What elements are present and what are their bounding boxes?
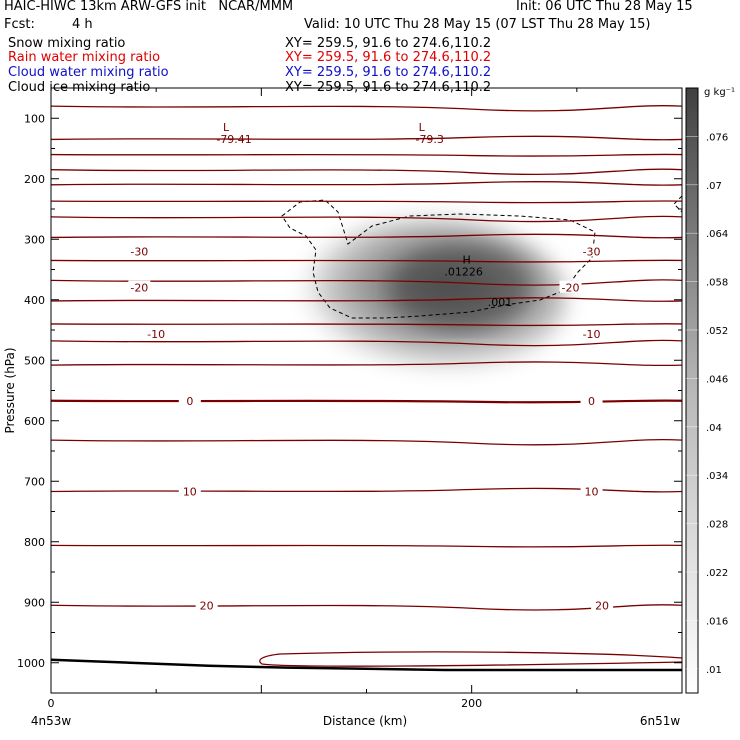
isotherm-label: -10 bbox=[583, 328, 601, 341]
plot-frame bbox=[50, 87, 683, 694]
isotherm-line bbox=[51, 487, 682, 493]
forecast-value: 4 h bbox=[72, 17, 93, 32]
snow-shading-core bbox=[391, 245, 532, 330]
chart-title: HAIC-HIWC 13km ARW-GFS init NCAR/MMM bbox=[4, 0, 294, 14]
isotherm-label: -10 bbox=[147, 328, 165, 341]
endpoint-left: 4n53w bbox=[31, 714, 72, 728]
isotherm-label: 10 bbox=[183, 486, 197, 499]
colorbar-unit: g kg⁻¹ bbox=[704, 87, 735, 98]
x-tick-label: 0 bbox=[48, 697, 55, 710]
colorbar-tick-label: .052 bbox=[706, 326, 728, 337]
colorbar-tick-label: .076 bbox=[706, 132, 728, 143]
isotherm-label-bg bbox=[580, 244, 603, 257]
isotherm-line bbox=[51, 168, 682, 176]
field-xy-cloud-water: XY= 259.5, 91.6 to 274.6,110.2 bbox=[285, 65, 492, 80]
endpoint-right: 6n51w bbox=[640, 714, 681, 728]
colorbar-tick-label: .046 bbox=[706, 374, 728, 385]
y-tick-label: 800 bbox=[24, 536, 45, 549]
x-tick-label: 200 bbox=[461, 697, 482, 710]
isotherm-line bbox=[51, 153, 682, 157]
isotherm-label: -20 bbox=[562, 282, 580, 295]
y-axis-label: Pressure (hPa) bbox=[3, 347, 17, 433]
isotherm-label-bg bbox=[580, 393, 603, 406]
temperature-low-letter: L bbox=[223, 121, 230, 134]
isotherm-label-bg bbox=[178, 393, 201, 406]
colorbar-tick-label: .022 bbox=[706, 568, 728, 579]
y-tick-label: 600 bbox=[24, 415, 45, 428]
x-axis-label: Distance (km) bbox=[323, 714, 407, 728]
y-tick-label: 400 bbox=[24, 294, 45, 307]
isotherm-label-bg bbox=[559, 280, 582, 293]
colorbar bbox=[685, 87, 699, 694]
isotherm-loop bbox=[259, 651, 682, 667]
isotherm-line bbox=[51, 200, 682, 204]
colorbar-tick-label: .04 bbox=[706, 423, 722, 434]
cloud-ice-edge-contour bbox=[673, 195, 682, 213]
isotherm-line bbox=[51, 438, 682, 446]
field-xy-snow: XY= 259.5, 91.6 to 274.6,110.2 bbox=[285, 36, 492, 51]
isotherm-line bbox=[51, 399, 682, 404]
isotherm-label: -30 bbox=[130, 245, 148, 258]
y-tick-label: 1000 bbox=[17, 657, 45, 670]
isotherm-line bbox=[51, 544, 682, 548]
colorbar-tick-label: .07 bbox=[706, 181, 722, 192]
y-tick-label: 300 bbox=[24, 233, 45, 246]
field-name-rain: Rain water mixing ratio bbox=[8, 50, 161, 65]
temperature-low-letter: L bbox=[419, 121, 426, 134]
isotherm-label-bg bbox=[195, 598, 218, 611]
isotherm-line bbox=[51, 279, 682, 286]
y-tick-label: 200 bbox=[24, 173, 45, 186]
snow-max-value: .01226 bbox=[444, 266, 483, 279]
isotherm-label: 0 bbox=[588, 395, 595, 408]
isotherm-label: 10 bbox=[585, 486, 599, 499]
field-xy-rain: XY= 259.5, 91.6 to 274.6,110.2 bbox=[285, 50, 492, 65]
isotherm-label: -20 bbox=[130, 282, 148, 295]
isotherm-label: 20 bbox=[200, 599, 214, 612]
field-name-cloud-water: Cloud water mixing ratio bbox=[8, 65, 169, 80]
isotherm-line bbox=[51, 361, 682, 367]
isotherm-line bbox=[51, 323, 682, 327]
y-tick-label: 900 bbox=[24, 596, 45, 609]
field-name-snow: Snow mixing ratio bbox=[8, 36, 126, 51]
isotherm-line bbox=[51, 297, 682, 302]
terrain-line bbox=[51, 658, 682, 672]
isotherm-line bbox=[51, 181, 682, 186]
isotherm-line bbox=[51, 604, 682, 611]
isotherm-label-bg bbox=[580, 484, 603, 497]
snow-max-letter: H bbox=[463, 254, 471, 267]
y-tick-label: 700 bbox=[24, 475, 45, 488]
isotherm-label: -30 bbox=[583, 245, 601, 258]
dashed-contour-label: .001 bbox=[488, 296, 513, 309]
isotherm-line bbox=[51, 135, 682, 141]
y-tick-label: 100 bbox=[24, 112, 45, 125]
forecast-label: Fcst: bbox=[4, 17, 35, 32]
isotherm-label-bg bbox=[178, 484, 201, 497]
isotherm-line bbox=[51, 105, 682, 112]
temperature-low-value: -79.41 bbox=[216, 133, 251, 146]
init-time: Init: 06 UTC Thu 28 May 15 bbox=[516, 0, 693, 14]
valid-time: Valid: 10 UTC Thu 28 May 15 (07 LST Thu … bbox=[304, 17, 651, 32]
isotherm-label: 20 bbox=[595, 599, 609, 612]
isotherm-label-bg bbox=[591, 598, 614, 611]
isotherm-label-bg bbox=[128, 280, 151, 293]
isotherm-line bbox=[51, 259, 682, 263]
colorbar-tick-label: .028 bbox=[706, 520, 728, 531]
isotherm-label-bg bbox=[145, 327, 168, 340]
isotherm-line bbox=[51, 233, 682, 239]
isotherm-line bbox=[51, 339, 682, 347]
isotherm-label: 0 bbox=[186, 395, 193, 408]
colorbar-tick-label: .058 bbox=[706, 278, 728, 289]
isotherm-line bbox=[51, 215, 682, 223]
isotherm-label-bg bbox=[128, 244, 151, 257]
colorbar-tick-label: .016 bbox=[706, 616, 728, 627]
isotherm-label-bg bbox=[580, 327, 603, 340]
y-tick-label: 500 bbox=[24, 354, 45, 367]
temperature-low-value: -79.3 bbox=[415, 133, 443, 146]
colorbar-tick-label: .01 bbox=[706, 665, 722, 676]
colorbar-tick-label: .064 bbox=[706, 229, 728, 240]
colorbar-tick-label: .034 bbox=[706, 471, 728, 482]
